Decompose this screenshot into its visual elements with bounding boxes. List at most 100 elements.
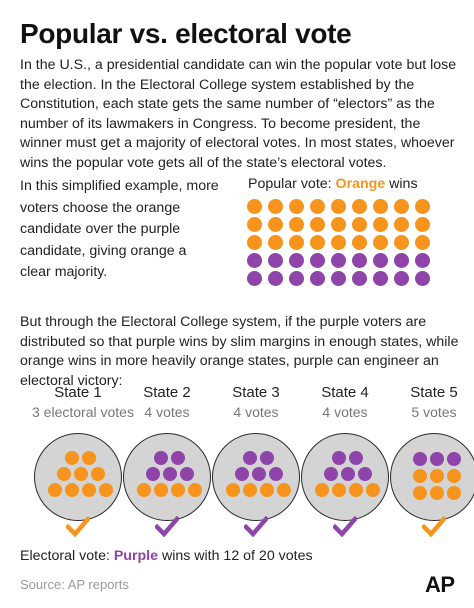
page-title: Popular vs. electoral vote [20, 18, 352, 49]
orange-voter-dot [373, 199, 388, 214]
orange-voter-dot [57, 467, 71, 481]
orange-voter-dot [137, 483, 151, 497]
intro-text: In the U.S., a presidential candidate ca… [20, 57, 457, 171]
purple-voter-dot [324, 467, 338, 481]
state-circle [123, 433, 211, 521]
check-icon [422, 515, 446, 537]
explanation-text: But through the Electoral College system… [20, 314, 459, 389]
orange-voter-dot [82, 451, 96, 465]
purple-voter-dot [352, 271, 367, 286]
purple-voter-dot [180, 467, 194, 481]
state-circle [212, 433, 300, 521]
orange-voter-dot [331, 217, 346, 232]
orange-voter-dot [247, 217, 262, 232]
popular-vote-suffix: wins [385, 176, 418, 192]
purple-voter-dot [331, 253, 346, 268]
purple-voter-dot [146, 467, 160, 481]
purple-voter-dot [413, 452, 427, 466]
purple-voter-dot [415, 271, 430, 286]
orange-voter-dot [331, 235, 346, 250]
purple-voter-dot [171, 451, 185, 465]
popular-vote-dot-grid [247, 199, 430, 286]
state-name: State 3 [232, 384, 280, 401]
check-icon [244, 515, 268, 537]
orange-voter-dot [315, 483, 329, 497]
check-icon [333, 515, 357, 537]
popular-vote-winner: Orange [335, 176, 386, 192]
orange-voter-dot [65, 451, 79, 465]
orange-voter-dot [268, 235, 283, 250]
orange-voter-dot [310, 235, 325, 250]
state-name: State 1 [54, 384, 102, 401]
orange-voter-dot [48, 483, 62, 497]
check-icon [66, 515, 90, 537]
state-electoral-votes: 4 votes [144, 404, 190, 420]
orange-voter-dot [332, 483, 346, 497]
state-2: State 2 4 votes [121, 384, 213, 537]
purple-voter-dot [289, 253, 304, 268]
state-electoral-votes: 3 electoral votes [32, 404, 134, 420]
orange-voter-dot [373, 217, 388, 232]
state-1: State 1 3 electoral votes [32, 384, 134, 537]
orange-voter-dot [413, 469, 427, 483]
purple-voter-dot [268, 253, 283, 268]
purple-voter-dot [341, 467, 355, 481]
orange-voter-dot [447, 469, 461, 483]
ap-logo: AP [425, 572, 455, 597]
orange-voter-dot [74, 467, 88, 481]
orange-voter-dot [260, 483, 274, 497]
orange-voter-dot [310, 199, 325, 214]
check-icon [155, 515, 179, 537]
purple-voter-dot [269, 467, 283, 481]
purple-voter-dot [352, 253, 367, 268]
orange-voter-dot [247, 235, 262, 250]
state-name: State 4 [321, 384, 369, 401]
orange-voter-dot [447, 486, 461, 500]
source-note: Source: AP reports [20, 577, 129, 592]
orange-voter-dot [289, 199, 304, 214]
orange-voter-dot [65, 483, 79, 497]
state-circle [34, 433, 122, 521]
state-name: State 2 [143, 384, 191, 401]
orange-voter-dot [413, 486, 427, 500]
purple-voter-dot [310, 253, 325, 268]
orange-voter-dot [268, 199, 283, 214]
purple-voter-dot [373, 271, 388, 286]
state-5: State 5 5 votes [388, 384, 474, 537]
orange-voter-dot [289, 235, 304, 250]
purple-voter-dot [289, 271, 304, 286]
purple-voter-dot [243, 451, 257, 465]
purple-voter-dot [430, 452, 444, 466]
purple-voter-dot [349, 451, 363, 465]
purple-voter-dot [394, 271, 409, 286]
orange-voter-dot [415, 217, 430, 232]
orange-voter-dot [243, 483, 257, 497]
orange-voter-dot [226, 483, 240, 497]
purple-voter-dot [310, 271, 325, 286]
state-3: State 3 4 votes [210, 384, 302, 537]
state-electoral-votes: 4 votes [322, 404, 368, 420]
electoral-vote-result: Electoral vote: Purple wins with 12 of 2… [20, 548, 313, 564]
orange-voter-dot [394, 199, 409, 214]
orange-voter-dot [352, 235, 367, 250]
orange-voter-dot [331, 199, 346, 214]
orange-voter-dot [188, 483, 202, 497]
orange-voter-dot [352, 217, 367, 232]
popular-vote-prefix: Popular vote: [248, 176, 336, 192]
result-winner: Purple [113, 548, 158, 564]
purple-voter-dot [394, 253, 409, 268]
purple-voter-dot [268, 271, 283, 286]
orange-voter-dot [373, 235, 388, 250]
orange-voter-dot [415, 199, 430, 214]
purple-voter-dot [252, 467, 266, 481]
orange-voter-dot [366, 483, 380, 497]
purple-voter-dot [235, 467, 249, 481]
result-prefix: Electoral vote: [20, 548, 114, 564]
state-electoral-votes: 4 votes [233, 404, 279, 420]
state-electoral-votes: 5 votes [411, 404, 457, 420]
orange-voter-dot [91, 467, 105, 481]
orange-voter-dot [352, 199, 367, 214]
orange-voter-dot [277, 483, 291, 497]
orange-voter-dot [154, 483, 168, 497]
purple-voter-dot [447, 452, 461, 466]
